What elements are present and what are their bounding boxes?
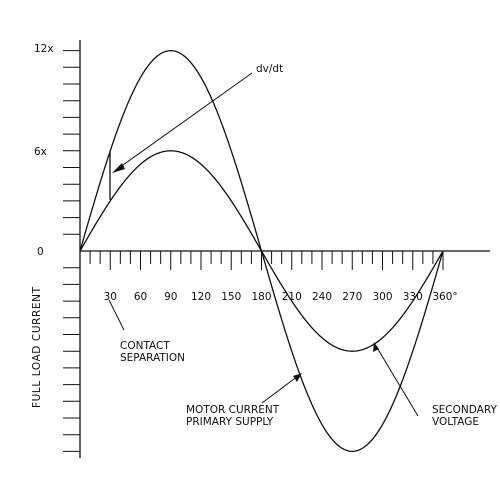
secondary-label-line2: VOLTAGE: [432, 416, 479, 428]
x-tick-label: 270: [342, 291, 362, 303]
x-tick-label: 30: [104, 291, 117, 303]
x-tick-label: 150: [221, 291, 241, 303]
x-tick-label: 120: [191, 291, 211, 303]
x-tick-labels: 30 60 90 120 150 180 210 240 270 300 330 360°: [104, 291, 458, 303]
x-tick-label: 180: [251, 291, 271, 303]
motor-arrowhead: [293, 373, 302, 382]
contact-leader: [108, 299, 125, 331]
y-tick-label-0: 0: [37, 246, 44, 258]
y-tick-label-12x: 12x: [34, 43, 54, 55]
x-tick-label: 240: [312, 291, 332, 303]
x-tick-label: 360°: [432, 291, 457, 303]
secondary-leader: [375, 345, 419, 417]
dvdt-label: dv/dt: [256, 63, 283, 75]
y-tick-label-6x: 6x: [34, 146, 47, 158]
contact-label-line1: CONTACT: [120, 340, 170, 352]
motor-leader: [261, 375, 299, 404]
motor-label-line1: MOTOR CURRENT: [186, 404, 280, 416]
secondary-arrowhead: [373, 342, 379, 352]
y-axis-ticks: [63, 50, 80, 452]
x-axis-ticks: [89, 251, 444, 270]
secondary-label-line1: SECONDARY: [432, 404, 497, 416]
x-tick-label: 90: [164, 291, 177, 303]
x-tick-label: 300: [372, 291, 392, 303]
motor-label-line2: PRIMARY SUPPLY: [186, 416, 274, 428]
contact-label-line2: SEPARATION: [120, 352, 185, 364]
x-tick-label: 60: [134, 291, 147, 303]
dvdt-arrowhead: [112, 163, 125, 173]
dvdt-leader: [115, 72, 253, 171]
y-axis-label: FULL LOAD CURRENT: [31, 286, 43, 408]
secondary-voltage-curve: [79, 150, 444, 352]
